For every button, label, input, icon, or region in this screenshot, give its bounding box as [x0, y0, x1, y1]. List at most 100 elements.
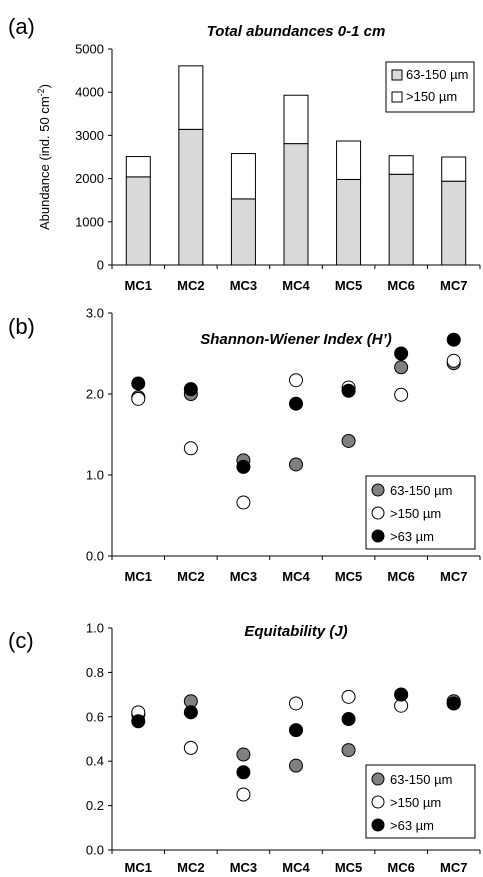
scatter-point: [183, 382, 198, 397]
legend-label: 63-150 µm: [390, 483, 452, 498]
y-tick-label: 4000: [75, 85, 104, 100]
y-tick-label: 0.2: [86, 798, 104, 813]
legend-marker: [371, 772, 385, 786]
scatter-point: [183, 740, 198, 755]
scatter-point: [394, 687, 409, 702]
bar-segment: [178, 128, 204, 266]
x-category-label: MC2: [177, 569, 204, 584]
scatter-point: [341, 383, 356, 398]
scatter-point: [236, 459, 251, 474]
bar-segment: [125, 156, 151, 178]
y-tick-label: 0.0: [86, 549, 104, 564]
x-category-label: MC1: [125, 860, 152, 875]
y-tick-label: 0.4: [86, 754, 104, 769]
scatter-point: [236, 787, 251, 802]
x-category-label: MC7: [440, 278, 467, 293]
x-category-label: MC2: [177, 860, 204, 875]
scatter-point: [341, 433, 356, 448]
legend-marker: [371, 795, 385, 809]
legend-label: >150 µm: [406, 89, 457, 104]
legend-label: >63 µm: [390, 529, 434, 544]
x-category-label: MC7: [440, 569, 467, 584]
x-category-label: MC4: [282, 860, 310, 875]
bar-segment: [441, 156, 467, 182]
y-tick-label: 0.8: [86, 665, 104, 680]
scatter-point: [341, 743, 356, 758]
scatter-point: [289, 696, 303, 711]
scatter-point: [236, 765, 251, 780]
bar-segment: [388, 173, 414, 266]
y-tick-label: 0.0: [86, 843, 104, 858]
panel-label: (a): [8, 14, 35, 39]
bar-segment: [230, 198, 256, 266]
x-category-label: MC4: [282, 569, 310, 584]
bar-segment: [283, 94, 309, 145]
y-axis-label: Abundance (ind. 50 cm-2): [36, 84, 52, 230]
x-category-label: MC3: [230, 278, 257, 293]
y-tick-label: 3.0: [86, 306, 104, 321]
scatter-point: [394, 360, 409, 375]
scatter-point: [446, 353, 461, 368]
bar-segment: [388, 155, 414, 175]
scatter-point: [341, 689, 356, 704]
x-category-label: MC2: [177, 278, 204, 293]
panel-label: (b): [8, 314, 35, 339]
x-category-label: MC1: [125, 278, 152, 293]
y-tick-label: 2000: [75, 171, 104, 186]
y-tick-label: 0.6: [86, 709, 104, 724]
bar-segment: [230, 153, 256, 200]
panel-label: (c): [8, 628, 34, 653]
scatter-point: [183, 705, 198, 720]
legend-marker: [371, 483, 385, 497]
scatter-point: [394, 346, 409, 361]
scatter-point: [394, 387, 409, 402]
legend-marker: [371, 506, 385, 520]
legend-label: >150 µm: [390, 506, 441, 521]
scatter-point: [236, 495, 251, 510]
legend-label: 63-150 µm: [390, 772, 452, 787]
scatter-point: [131, 714, 146, 729]
x-category-label: MC5: [335, 569, 362, 584]
legend-label: >63 µm: [390, 818, 434, 833]
scatter-point: [289, 396, 303, 411]
y-tick-label: 2.0: [86, 387, 104, 402]
x-category-label: MC3: [230, 569, 257, 584]
bar-segment: [125, 176, 151, 266]
y-tick-label: 3000: [75, 128, 104, 143]
bar-segment: [336, 140, 362, 180]
bar-segment: [283, 143, 309, 266]
chart-title: Equitability (J): [244, 623, 347, 640]
chart-title: Total abundances 0-1 cm: [207, 23, 386, 40]
y-tick-label: 1000: [75, 214, 104, 229]
chart-title: Shannon-Wiener Index (H’): [200, 331, 392, 348]
legend-swatch: [391, 69, 403, 81]
scatter-point: [446, 696, 461, 711]
scatter-point: [131, 376, 146, 391]
scatter-point: [236, 747, 251, 762]
x-category-label: MC6: [387, 860, 414, 875]
x-category-label: MC6: [387, 278, 414, 293]
legend-marker: [371, 529, 385, 543]
x-category-label: MC5: [335, 278, 362, 293]
scatter-point: [131, 391, 146, 406]
x-category-label: MC3: [230, 860, 257, 875]
scatter-point: [289, 373, 303, 388]
scatter-point: [289, 723, 303, 738]
y-tick-label: 1.0: [86, 468, 104, 483]
scatter-point: [289, 758, 303, 773]
x-category-label: MC6: [387, 569, 414, 584]
bar-segment: [441, 180, 467, 266]
legend-label: >150 µm: [390, 795, 441, 810]
y-tick-label: 0: [97, 258, 104, 273]
legend-label: 63-150 µm: [406, 67, 468, 82]
y-tick-label: 1.0: [86, 621, 104, 636]
legend-marker: [371, 818, 385, 832]
scatter-point: [341, 712, 356, 727]
legend-swatch: [391, 91, 403, 103]
scatter-point: [446, 332, 461, 347]
y-tick-label: 5000: [75, 42, 104, 57]
x-category-label: MC5: [335, 860, 362, 875]
scatter-point: [183, 441, 198, 456]
x-category-label: MC7: [440, 860, 467, 875]
